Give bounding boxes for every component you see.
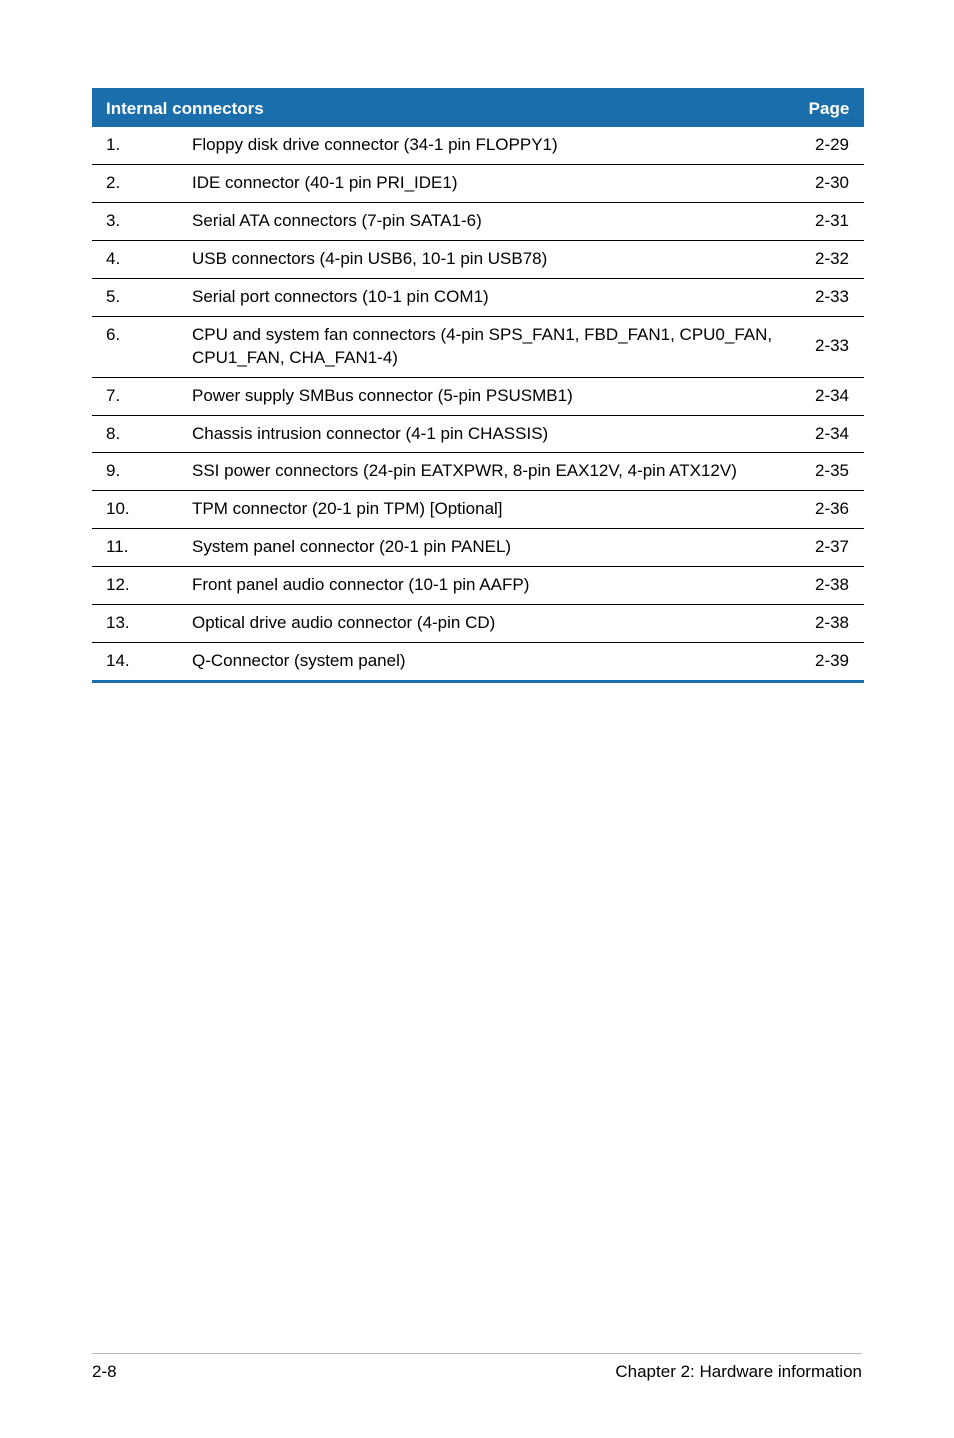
row-page: 2-33 (794, 278, 864, 316)
row-page: 2-31 (794, 202, 864, 240)
row-number: 12. (92, 567, 178, 605)
page-footer: 2-8 Chapter 2: Hardware information (0, 1353, 954, 1382)
row-description: SSI power connectors (24-pin EATXPWR, 8-… (178, 453, 794, 491)
row-page: 2-33 (794, 316, 864, 377)
row-description: System panel connector (20-1 pin PANEL) (178, 529, 794, 567)
table-row: 11. System panel connector (20-1 pin PAN… (92, 529, 864, 567)
row-description: Q-Connector (system panel) (178, 643, 794, 682)
row-number: 8. (92, 415, 178, 453)
row-page: 2-34 (794, 415, 864, 453)
row-number: 13. (92, 605, 178, 643)
row-number: 10. (92, 491, 178, 529)
row-page: 2-37 (794, 529, 864, 567)
table-page-header: Page (794, 90, 864, 128)
row-number: 5. (92, 278, 178, 316)
row-page: 2-29 (794, 127, 864, 164)
row-number: 1. (92, 127, 178, 164)
row-page: 2-32 (794, 240, 864, 278)
footer-chapter-title: Chapter 2: Hardware information (615, 1362, 862, 1382)
row-description: Serial ATA connectors (7-pin SATA1-6) (178, 202, 794, 240)
row-description: Floppy disk drive connector (34-1 pin FL… (178, 127, 794, 164)
row-number: 11. (92, 529, 178, 567)
row-description: Chassis intrusion connector (4-1 pin CHA… (178, 415, 794, 453)
table-row: 10. TPM connector (20-1 pin TPM) [Option… (92, 491, 864, 529)
row-number: 6. (92, 316, 178, 377)
row-page: 2-39 (794, 643, 864, 682)
table-row: 6. CPU and system fan connectors (4-pin … (92, 316, 864, 377)
table-row: 5. Serial port connectors (10-1 pin COM1… (92, 278, 864, 316)
footer-page-number: 2-8 (92, 1362, 117, 1382)
table-row: 13. Optical drive audio connector (4-pin… (92, 605, 864, 643)
row-description: Optical drive audio connector (4-pin CD) (178, 605, 794, 643)
row-number: 9. (92, 453, 178, 491)
row-number: 14. (92, 643, 178, 682)
row-number: 4. (92, 240, 178, 278)
row-page: 2-30 (794, 164, 864, 202)
row-number: 7. (92, 377, 178, 415)
row-page: 2-35 (794, 453, 864, 491)
table-row: 4. USB connectors (4-pin USB6, 10-1 pin … (92, 240, 864, 278)
row-description: Serial port connectors (10-1 pin COM1) (178, 278, 794, 316)
table-row: 14. Q-Connector (system panel) 2-39 (92, 643, 864, 682)
table-row: 2. IDE connector (40-1 pin PRI_IDE1) 2-3… (92, 164, 864, 202)
row-page: 2-36 (794, 491, 864, 529)
row-description: CPU and system fan connectors (4-pin SPS… (178, 316, 794, 377)
table-row: 9. SSI power connectors (24-pin EATXPWR,… (92, 453, 864, 491)
row-description: Power supply SMBus connector (5-pin PSUS… (178, 377, 794, 415)
table-header-row: Internal connectors Page (92, 90, 864, 128)
row-number: 3. (92, 202, 178, 240)
table-row: 8. Chassis intrusion connector (4-1 pin … (92, 415, 864, 453)
row-description: USB connectors (4-pin USB6, 10-1 pin USB… (178, 240, 794, 278)
row-description: TPM connector (20-1 pin TPM) [Optional] (178, 491, 794, 529)
table-row: 12. Front panel audio connector (10-1 pi… (92, 567, 864, 605)
table-title: Internal connectors (92, 90, 794, 128)
row-number: 2. (92, 164, 178, 202)
row-page: 2-34 (794, 377, 864, 415)
internal-connectors-table: Internal connectors Page 1. Floppy disk … (92, 88, 864, 683)
table-row: 3. Serial ATA connectors (7-pin SATA1-6)… (92, 202, 864, 240)
table-row: 7. Power supply SMBus connector (5-pin P… (92, 377, 864, 415)
row-description: Front panel audio connector (10-1 pin AA… (178, 567, 794, 605)
row-description: IDE connector (40-1 pin PRI_IDE1) (178, 164, 794, 202)
row-page: 2-38 (794, 567, 864, 605)
row-page: 2-38 (794, 605, 864, 643)
table-row: 1. Floppy disk drive connector (34-1 pin… (92, 127, 864, 164)
